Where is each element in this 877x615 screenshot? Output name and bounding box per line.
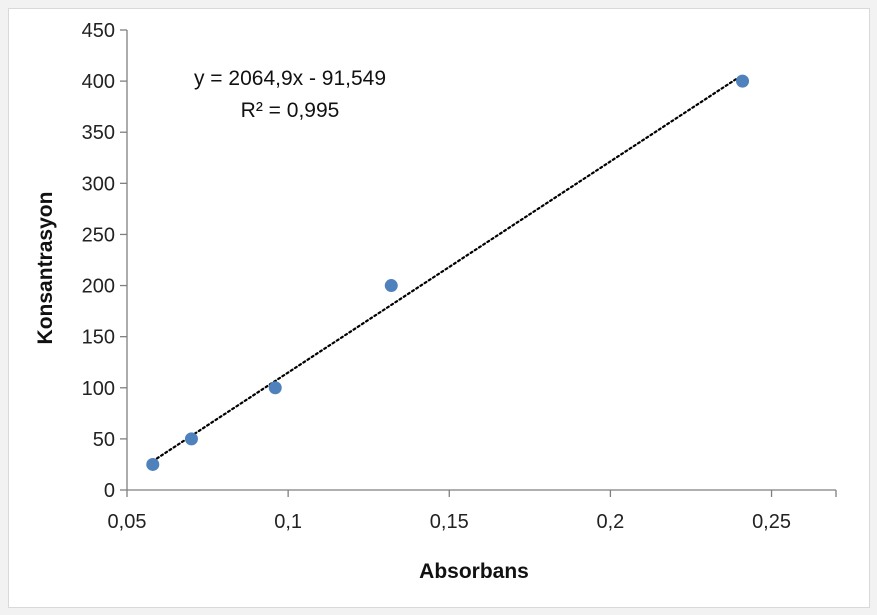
data-point: [384, 279, 398, 293]
trendline-equation: y = 2064,9x - 91,549: [194, 67, 386, 90]
x-tick-label: 0,05: [108, 511, 147, 533]
trendline: [151, 73, 744, 463]
y-tick-label: 150: [82, 327, 115, 349]
data-point: [268, 381, 282, 395]
data-point: [184, 432, 198, 446]
y-tick-label: 250: [82, 224, 115, 246]
y-tick-label: 450: [82, 20, 115, 42]
x-tick-label: 0,2: [597, 511, 625, 533]
y-axis-title: Konsantrasyon: [34, 192, 57, 345]
y-tick-label: 400: [82, 71, 115, 93]
y-tick-label: 50: [93, 429, 115, 451]
x-tick-label: 0,25: [752, 511, 791, 533]
y-tick-label: 100: [82, 378, 115, 400]
y-tick-label: 0: [104, 480, 115, 502]
chart-frame: [8, 8, 870, 608]
axes: [120, 29, 837, 497]
data-point: [736, 74, 750, 88]
r-squared-label: R² = 0,995: [241, 99, 340, 122]
data-points: [146, 74, 750, 471]
x-axis-title: Absorbans: [419, 560, 529, 583]
x-tick-label: 0,1: [274, 511, 302, 533]
data-point: [146, 457, 160, 471]
y-tick-label: 200: [82, 276, 115, 298]
trendline-group: [151, 73, 744, 463]
y-tick-label: 300: [82, 173, 115, 195]
y-tick-label: 350: [82, 122, 115, 144]
labels: 0 50 100 150 200 250 300 350 400 450 0,05 0,1 0,15 0,…: [82, 20, 791, 533]
x-tick-label: 0,15: [430, 511, 469, 533]
